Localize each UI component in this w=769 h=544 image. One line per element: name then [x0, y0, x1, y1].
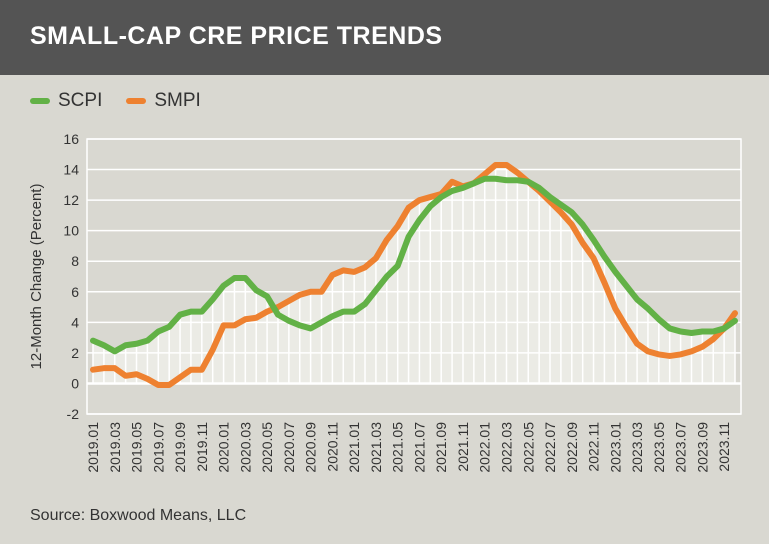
- source-note: Source: Boxwood Means, LLC: [30, 507, 247, 524]
- y-axis-label: 12-Month Change (Percent): [28, 184, 45, 370]
- x-tick-label: 2022.07: [542, 422, 558, 473]
- x-tick-label: 2021.05: [390, 422, 406, 473]
- x-tick-label: 2019.11: [194, 422, 210, 472]
- legend-swatch-scpi: [30, 98, 50, 104]
- y-tick-label: -2: [67, 406, 80, 422]
- x-tick-label: 2023.05: [651, 422, 667, 473]
- x-tick-label: 2020.11: [324, 422, 340, 472]
- legend-label-smpi: SMPI: [154, 90, 201, 111]
- y-tick-label: 6: [71, 284, 79, 300]
- chart-title: SMALL-CAP CRE PRICE TRENDS: [30, 22, 443, 50]
- x-tick-label: 2020.03: [237, 422, 253, 473]
- legend: SCPI SMPI: [30, 90, 201, 112]
- x-tick-label: 2020.01: [216, 422, 232, 473]
- y-tick-label: 10: [63, 223, 79, 239]
- x-tick-label: 2022.01: [477, 422, 493, 473]
- y-tick-label: 14: [63, 162, 79, 178]
- x-tick-label: 2019.09: [172, 422, 188, 473]
- x-tick-label: 2022.09: [564, 422, 580, 473]
- x-tick-label: 2020.07: [281, 422, 297, 473]
- y-tick-label: 12: [63, 192, 79, 208]
- x-tick-label: 2023.07: [673, 422, 689, 473]
- x-tick-label: 2019.07: [150, 422, 166, 473]
- series-line-scpi: [90, 175, 738, 355]
- x-tick-label: 2020.09: [303, 422, 319, 473]
- x-tick-label: 2023.11: [716, 422, 732, 472]
- x-tick-label: 2022.03: [498, 422, 514, 473]
- x-tick-label: 2023.01: [607, 422, 623, 473]
- header-bar: SMALL-CAP CRE PRICE TRENDS: [0, 0, 769, 75]
- legend-swatch-smpi: [126, 98, 147, 104]
- legend-item-scpi: SCPI: [30, 90, 102, 112]
- x-tick-label: 2022.05: [520, 422, 536, 473]
- x-tick-label: 2021.09: [433, 422, 449, 473]
- series-line-smpi: [90, 161, 738, 388]
- y-tick-label: 2: [71, 345, 79, 361]
- legend-label-scpi: SCPI: [58, 90, 103, 111]
- y-tick-label: 4: [71, 314, 79, 330]
- legend-item-smpi: SMPI: [126, 90, 201, 112]
- x-tick-label: 2021.11: [455, 422, 471, 472]
- x-tick-label: 2019.05: [129, 422, 145, 473]
- x-tick-label: 2021.01: [346, 422, 362, 473]
- x-tick-label: 2019.01: [85, 422, 101, 473]
- x-tick-label: 2022.11: [586, 422, 602, 472]
- x-tick-label: 2023.09: [694, 422, 710, 473]
- y-tick-label: 8: [71, 253, 79, 269]
- y-tick-label: 0: [71, 375, 79, 391]
- area-fill: [93, 164, 735, 384]
- x-tick-label: 2023.03: [629, 422, 645, 473]
- x-tick-label: 2019.03: [107, 422, 123, 473]
- y-tick-label: 16: [63, 131, 79, 147]
- x-tick-label: 2021.03: [368, 422, 384, 473]
- x-tick-label: 2020.05: [259, 422, 275, 473]
- x-tick-label: 2021.07: [411, 422, 427, 473]
